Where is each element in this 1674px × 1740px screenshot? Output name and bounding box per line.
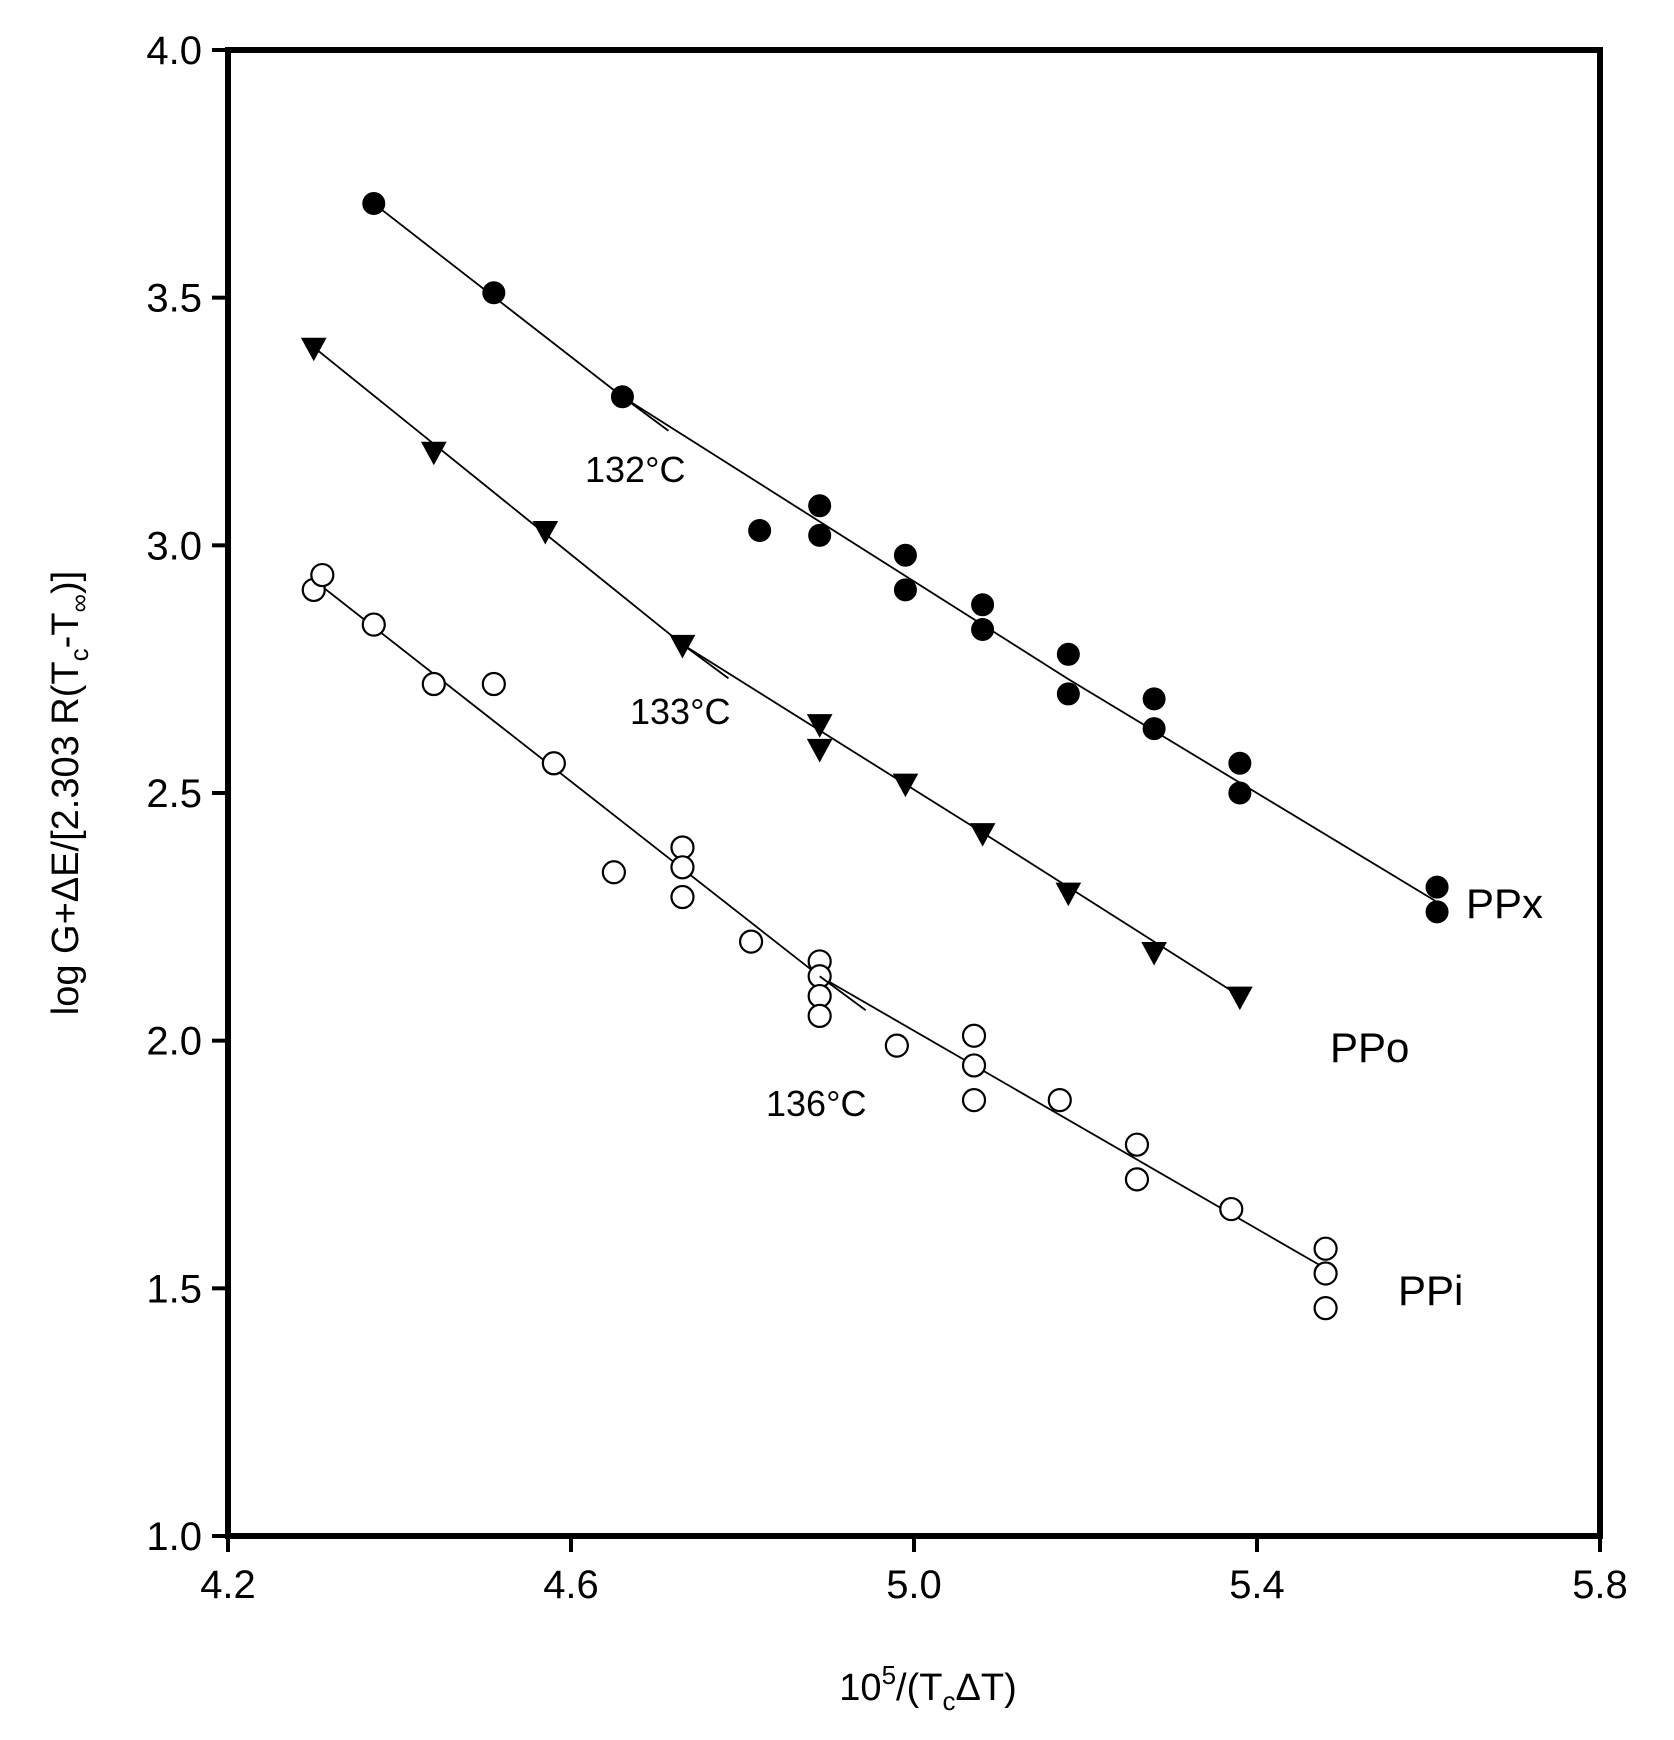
point-ppi: [807, 1003, 832, 1029]
point-ppx: [1142, 687, 1166, 711]
point-ppx: [808, 523, 832, 547]
x-axis-title-rest2: ΔT): [955, 1667, 1016, 1709]
y-axis-title: log G+ΔE/[2.303 R(Tc-T∞)]: [45, 571, 94, 1015]
point-ppi: [1219, 1196, 1244, 1222]
y-tick-label: 1.0: [146, 1515, 202, 1559]
y-tick-label: 2.0: [146, 1020, 202, 1064]
series-label-ppx-main: PP: [1466, 880, 1522, 927]
plot-area-frame: [225, 47, 1603, 1539]
fit-line-ppo: [313, 346, 1241, 997]
series-label-ppo: PPo: [1330, 1024, 1409, 1071]
point-ppi: [1313, 1261, 1338, 1286]
point-ppo: [969, 823, 996, 847]
x-tick-label: 5.4: [1229, 1563, 1285, 1607]
temperature-label-ppx: 132°C: [585, 449, 685, 490]
x-axis-title-base: 10: [839, 1667, 881, 1709]
y-axis-title-part1: log G+ΔE/[2.303 R(T: [45, 661, 87, 1015]
x-tick-label: 5.0: [886, 1563, 942, 1607]
point-ppi: [670, 835, 695, 860]
point-ppi: [1124, 1167, 1150, 1192]
fit-lines: [313, 202, 1438, 1270]
point-ppx: [482, 281, 506, 305]
point-ppi: [807, 983, 832, 1009]
series-label-ppo-suffix: o: [1386, 1024, 1409, 1071]
point-ppo: [1055, 882, 1082, 907]
x-axis-title-sub: c: [942, 1686, 955, 1716]
point-ppx: [1056, 682, 1080, 706]
point-ppx: [1228, 781, 1252, 805]
point-ppi: [601, 860, 626, 885]
point-ppx: [893, 543, 917, 567]
series-label-ppx: PPx: [1466, 880, 1543, 927]
point-ppi: [961, 1088, 987, 1113]
point-ppo: [300, 337, 327, 362]
point-ppi: [1124, 1132, 1150, 1157]
x-tick-label: 5.8: [1572, 1563, 1628, 1607]
point-ppx: [893, 578, 917, 602]
x-axis-title-exp: 5: [882, 1660, 896, 1690]
y-axis-title-part3: )]: [45, 571, 87, 594]
point-ppo: [532, 520, 559, 545]
x-axis-title-rest1: /(T: [896, 1667, 942, 1709]
temperature-pointer-ppx: [621, 396, 669, 432]
x-tick-label: 4.2: [200, 1563, 256, 1607]
point-ppo: [1141, 942, 1167, 966]
point-ppx: [1056, 642, 1080, 666]
point-ppx: [1142, 717, 1166, 741]
point-ppx: [971, 618, 995, 642]
point-ppi: [361, 612, 386, 637]
point-ppi: [1047, 1088, 1072, 1113]
x-axis-title: 105/(TcΔT): [839, 1660, 1016, 1716]
series-label-ppi-suffix: i: [1454, 1267, 1463, 1314]
point-ppx: [808, 494, 832, 518]
x-tick-label: 4.6: [543, 1563, 599, 1607]
point-ppx: [1425, 875, 1449, 899]
series-label-ppx-suffix: x: [1522, 880, 1543, 927]
point-ppx: [1228, 751, 1252, 775]
point-ppo: [806, 714, 833, 738]
y-axis-ticks: 1.0 1.5 2.0 2.5 3.0 3.5 4.0: [146, 29, 228, 1559]
data-points: [300, 192, 1449, 1321]
series-label-ppi: PPi: [1398, 1267, 1463, 1314]
series-label-ppo-main: PP: [1330, 1024, 1386, 1071]
point-ppi: [481, 671, 506, 697]
point-ppo: [669, 634, 696, 659]
point-ppi: [961, 1053, 987, 1078]
y-tick-label: 3.0: [146, 524, 202, 568]
temperature-pointer-ppi: [819, 975, 867, 1011]
point-ppi: [541, 751, 566, 776]
point-ppo: [420, 441, 447, 466]
fit-line-ppi: [313, 579, 1327, 1270]
point-ppo: [892, 773, 919, 798]
temperature-label-ppo: 133°C: [630, 691, 730, 732]
point-ppo: [806, 738, 833, 763]
point-ppo: [1227, 986, 1253, 1011]
series-label-ppi-main: PP: [1398, 1267, 1454, 1314]
point-ppi: [1313, 1296, 1338, 1321]
point-ppi: [884, 1033, 909, 1058]
point-ppx: [748, 518, 772, 542]
temperature-pointer-ppo: [681, 643, 730, 680]
y-tick-label: 4.0: [146, 29, 202, 73]
point-ppi: [961, 1023, 987, 1048]
point-ppx: [362, 192, 386, 216]
point-ppi: [1313, 1236, 1338, 1261]
point-ppi: [421, 671, 446, 697]
point-ppi: [310, 562, 335, 588]
x-axis-ticks: 4.2 4.6 5.0 5.4 5.8: [200, 1536, 1628, 1607]
y-tick-label: 3.5: [146, 277, 202, 321]
point-ppi: [670, 884, 695, 910]
point-ppx: [971, 593, 995, 617]
temperature-label-ppi: 136°C: [766, 1083, 866, 1124]
point-ppx: [1425, 900, 1449, 924]
point-ppi: [670, 855, 695, 880]
y-tick-label: 1.5: [146, 1267, 202, 1311]
y-axis-title-sub2: ∞: [64, 594, 94, 613]
y-axis-title-sub1: c: [64, 648, 94, 661]
y-tick-label: 2.5: [146, 772, 202, 816]
point-ppi: [738, 929, 764, 954]
y-axis-title-part2: -T: [45, 613, 87, 649]
